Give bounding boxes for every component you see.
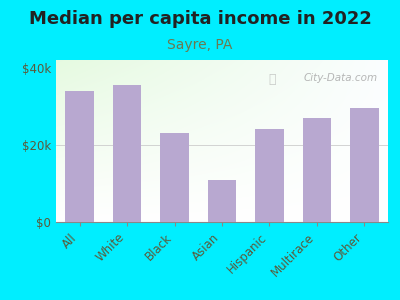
- Bar: [255, 129, 284, 222]
- Bar: [160, 133, 189, 222]
- Bar: [350, 108, 378, 222]
- Text: Sayre, PA: Sayre, PA: [167, 38, 233, 52]
- Text: Median per capita income in 2022: Median per capita income in 2022: [28, 11, 372, 28]
- Bar: [113, 85, 141, 222]
- Bar: [208, 180, 236, 222]
- Bar: [66, 91, 94, 222]
- Bar: [303, 118, 331, 222]
- Text: ⌖: ⌖: [268, 73, 276, 86]
- Text: City-Data.com: City-Data.com: [304, 73, 378, 83]
